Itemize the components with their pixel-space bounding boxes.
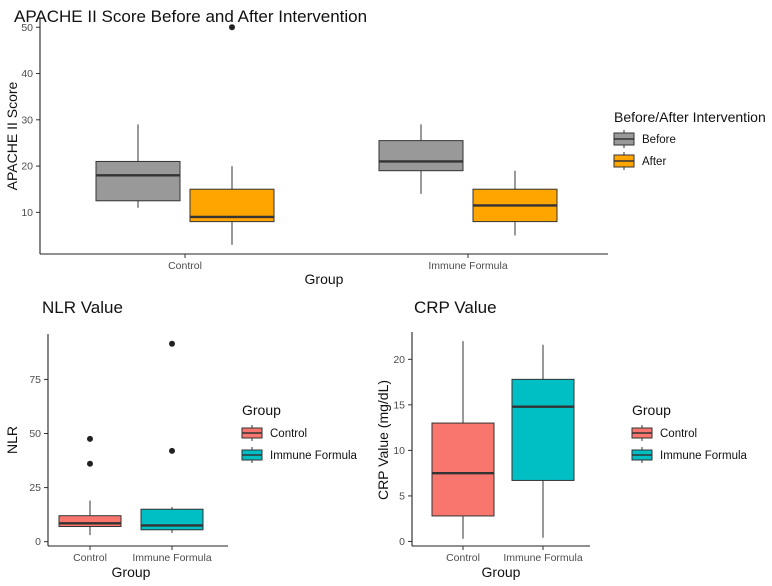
x-tick-label-1: Immune Formula: [132, 552, 212, 564]
outlier-point-0-1-0: [169, 447, 175, 454]
legend-label-0: Before: [642, 134, 676, 146]
legend: Group Control Immune Formula: [631, 402, 748, 463]
box-0-1: [378, 140, 464, 172]
legend-label-1: Immune Formula: [660, 450, 748, 462]
chart-title: CRP Value: [414, 298, 497, 317]
x-tick-label-1: Immune Formula: [503, 552, 583, 564]
y-tick-label-2: 30: [21, 114, 33, 126]
outlier-point-1-0-0: [229, 24, 235, 31]
x-tick-label-0: Control: [73, 552, 107, 564]
y-tick-label-2: 10: [393, 445, 405, 457]
legend-title: Before/After Intervention: [614, 109, 766, 125]
x-axis-title: Group: [305, 271, 344, 287]
y-axis-title: NLR: [4, 426, 20, 454]
x-tick-label-0: Control: [446, 552, 480, 564]
y-axis-title: CRP Value (mg/dL): [375, 380, 391, 500]
x-axis-title: Group: [482, 564, 521, 580]
y-tick-label-4: 20: [393, 354, 405, 366]
box-0-1: [140, 508, 204, 531]
y-tick-label-3: 75: [29, 374, 41, 386]
y-axis-title: APACHE II Score: [4, 81, 20, 190]
legend-label-0: Control: [270, 428, 307, 440]
chart-panel-0: APACHE II Score Before and After Interve…: [4, 7, 766, 287]
legend-title: Group: [242, 402, 281, 418]
legend-label-0: Control: [660, 428, 697, 440]
x-tick-label-1: Immune Formula: [428, 260, 508, 272]
outlier-point-0-0-1: [87, 435, 93, 442]
legend-label-1: Immune Formula: [270, 450, 358, 462]
box-0-0: [95, 160, 181, 202]
outlier-point-0-0-0: [87, 460, 93, 467]
y-tick-label-0: 10: [21, 207, 33, 219]
y-tick-label-2: 50: [29, 428, 41, 440]
y-tick-label-3: 15: [393, 399, 405, 411]
y-tick-label-4: 50: [21, 22, 33, 34]
y-tick-label-0: 0: [35, 536, 41, 548]
y-tick-label-1: 20: [21, 161, 33, 173]
box-0-0: [58, 515, 122, 528]
y-tick-label-0: 0: [399, 536, 405, 548]
chart-title: NLR Value: [42, 298, 123, 317]
legend: Before/After Intervention Before After: [613, 109, 766, 170]
x-tick-label-0: Control: [168, 260, 202, 272]
outlier-point-0-1-1: [169, 340, 175, 347]
box-0-0: [431, 422, 495, 517]
y-tick-label-1: 5: [399, 490, 405, 502]
chart-title: APACHE II Score Before and After Interve…: [14, 7, 367, 26]
x-axis-title: Group: [112, 564, 151, 580]
y-tick-label-1: 25: [29, 482, 41, 494]
legend-label-1: After: [642, 156, 666, 168]
legend-title: Group: [632, 402, 671, 418]
y-tick-label-3: 40: [21, 68, 33, 80]
legend: Group Control Immune Formula: [241, 402, 358, 463]
box-0-1: [511, 378, 575, 481]
